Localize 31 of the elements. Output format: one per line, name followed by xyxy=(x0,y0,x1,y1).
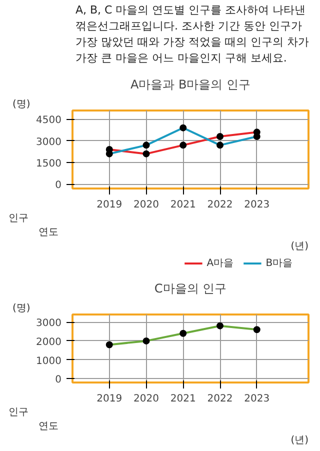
y-tick-label: 3000 xyxy=(36,318,62,330)
legend-label: B마을 xyxy=(266,258,293,269)
x-tick-label: 2020 xyxy=(134,200,159,210)
text: 인구 xyxy=(8,407,28,418)
text: A, B, C 마을의 연도별 인구를 조사하여 나타낸 꺾은선그래프입니다. 조사한 기간 동안 인구가 가장 많았던 때와 가장 적었을 때의 인구의 차가 가장 큰 마을은 어느 마을인지 구해 보세요. xyxy=(75,4,309,64)
y-axis-title: (명) xyxy=(12,99,30,110)
y-tick-label: 0 xyxy=(55,180,62,192)
x-tick-label: 2023 xyxy=(244,394,270,404)
text: 인구 xyxy=(8,213,28,224)
x-axis-title: (년) xyxy=(290,241,309,252)
chart-title: C마을의 인구 xyxy=(154,282,227,296)
text: 연도 xyxy=(38,227,58,238)
chart-title: A마을과 B마을의 인구 xyxy=(130,78,251,92)
y-axis-title: (명) xyxy=(12,303,30,314)
y-tick-label: 2000 xyxy=(36,336,62,348)
x-tick-label: 2022 xyxy=(207,200,233,210)
x-tick-label: 2019 xyxy=(96,394,122,404)
legend-label: A마을 xyxy=(206,258,234,269)
y-tick-label: 3000 xyxy=(36,136,62,148)
x-axis-title: (년) xyxy=(290,435,309,446)
text: 연도 xyxy=(38,421,58,432)
y-tick-label: 4500 xyxy=(36,115,62,126)
x-tick-label: 2022 xyxy=(207,394,233,404)
y-tick-label: 1000 xyxy=(36,356,62,367)
x-tick-label: 2021 xyxy=(170,394,196,404)
x-tick-label: 2021 xyxy=(170,200,196,210)
y-tick-label: 0 xyxy=(55,374,62,386)
x-tick-label: 2020 xyxy=(134,394,159,404)
x-tick-label: 2019 xyxy=(96,200,122,210)
x-tick-label: 2023 xyxy=(244,200,270,210)
y-tick-label: 1500 xyxy=(36,158,62,170)
